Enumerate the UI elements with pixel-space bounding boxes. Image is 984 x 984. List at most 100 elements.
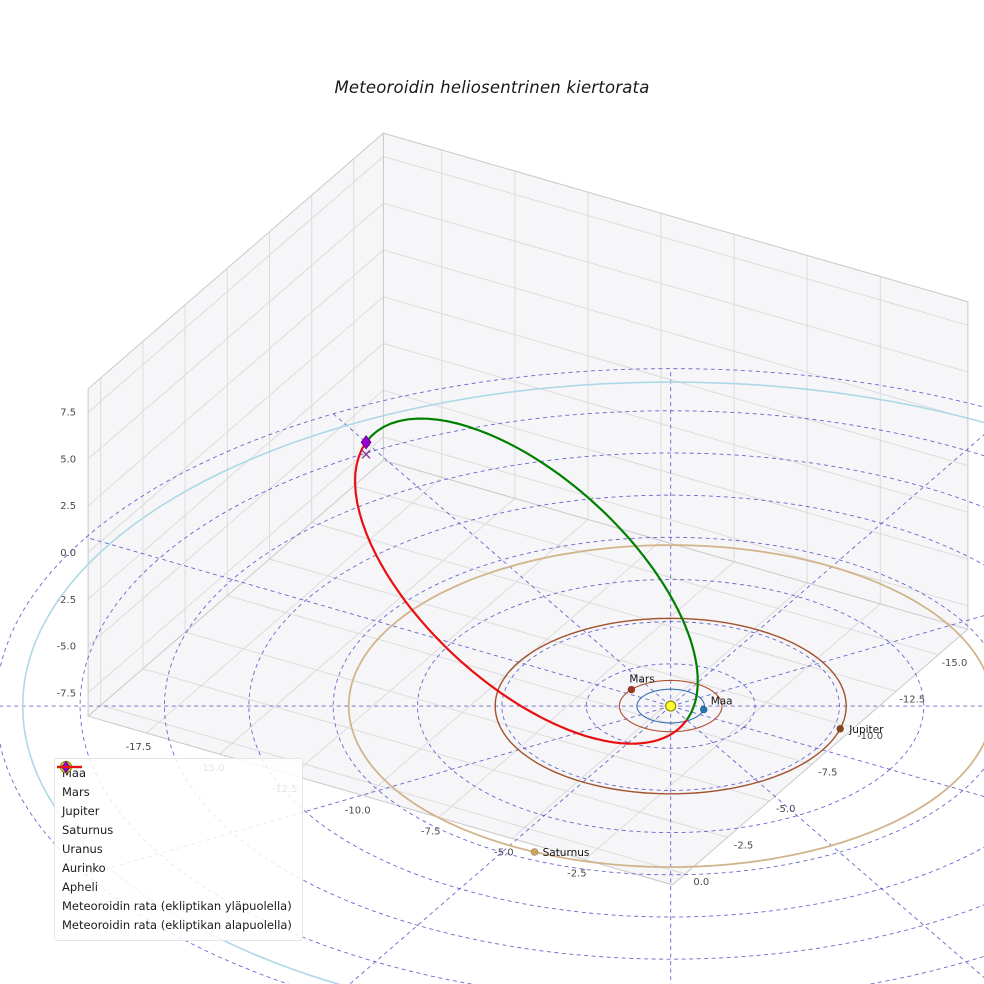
grid-line [269, 558, 855, 729]
grid-line [87, 343, 384, 600]
grid-line [87, 249, 384, 507]
z-tick-label: 2.5 [60, 501, 76, 512]
legend-item: Aurinko [59, 760, 292, 877]
grid-line [383, 156, 969, 326]
planet-label-maa: Maa [711, 696, 733, 708]
x-tick-label: -10.0 [345, 805, 371, 816]
legend-label: Apheli [62, 880, 98, 894]
grid-line [219, 498, 516, 755]
sun-marker [665, 700, 677, 712]
aphelion-group [360, 434, 372, 459]
meteoroid-orbit-above [365, 417, 699, 721]
grid-line [146, 476, 443, 734]
planet-orbit-saturnus [347, 544, 984, 869]
planet-marker-mars [627, 685, 636, 694]
planet-orbit-jupiter [494, 617, 847, 795]
legend-item: Jupiter [61, 762, 292, 820]
y-tick-label: -12.5 [899, 694, 925, 705]
planet-orbit-mars [618, 679, 723, 733]
legend-item: Maa [61, 762, 292, 782]
legend: Maa Mars Jupiter Saturnus Uranus Aurinko Aphel… [54, 758, 303, 941]
grid-line [184, 631, 770, 802]
grid-line [383, 249, 969, 420]
z-tick-label: 5.0 [60, 455, 76, 466]
z-tick-label: 7.5 [60, 408, 76, 419]
legend-label: Aurinko [62, 861, 106, 875]
grid-line [383, 202, 969, 373]
grid-line [584, 603, 881, 860]
legend-item: Apheli [60, 760, 292, 896]
y-tick-label: -7.5 [818, 767, 838, 778]
pane-grid-lines [87, 149, 969, 875]
planet-label-jupiter: Jupiter [848, 724, 884, 736]
z-tick-label: -5.0 [57, 642, 77, 653]
aphelion-diamond-marker [360, 434, 372, 450]
grid-line [383, 389, 969, 560]
legend-label: Meteoroidin rata (ekliptikan yläpuolella… [62, 899, 292, 913]
legend-item: Uranus [61, 762, 292, 858]
grid-line [383, 436, 969, 607]
planet-marker-saturnus [530, 848, 539, 856]
figure-title: Meteoroidin heliosentrinen kiertorata [334, 78, 650, 97]
grid-line [292, 519, 589, 776]
legend-label: Uranus [62, 842, 103, 856]
grid-line [353, 485, 939, 656]
planet-marker-maa [699, 705, 708, 714]
pane-floor [88, 460, 968, 885]
grid-line [227, 595, 812, 765]
grid-line [87, 202, 384, 460]
box-edges [87, 132, 969, 886]
axes-panes [88, 133, 968, 885]
grid-line [311, 522, 897, 692]
back-wall-edge [383, 132, 969, 630]
y-tick-label: -15.0 [941, 658, 967, 669]
y-tick-label: -5.0 [776, 804, 796, 815]
grid-line [383, 296, 969, 466]
tick-labels: -17.5 -15.0 -12.5 -10.0 -7.5 -5.0 -2.5 0.0 -2.5 -… [57, 408, 968, 888]
planet-orbits [21, 381, 984, 984]
body-markers: Maa Mars Jupiter Saturnus [530, 674, 884, 859]
planet-marker-jupiter [836, 724, 845, 733]
polar-grid-spoke [85, 705, 671, 876]
z-tick-label: -2.5 [57, 595, 77, 606]
legend-label: Mars [62, 785, 90, 799]
grid-line [438, 561, 735, 818]
grid-line [87, 156, 384, 413]
grid-line [100, 704, 686, 875]
polar-grid-spoke [670, 705, 984, 797]
legend-item: Meteoroidin rata (ekliptikan yläpuolella… [57, 765, 292, 915]
aphelion-x-marker [361, 449, 371, 459]
grid-line [365, 540, 662, 797]
x-tick-label: -17.5 [126, 742, 152, 753]
legend-item: Meteoroidin rata (ekliptikan alapuolella… [57, 765, 292, 934]
planet-label-mars: Mars [629, 674, 654, 686]
z-tick-label: 0.0 [60, 548, 76, 559]
z-tick-label: -7.5 [57, 688, 77, 699]
legend-item: Saturnus [61, 762, 292, 839]
polar-grid-spoke [670, 615, 984, 707]
planet-orbit-uranus [21, 381, 984, 984]
grid-line [87, 436, 384, 694]
planet-label-saturnus: Saturnus [543, 847, 590, 859]
y-tick-label: 0.0 [693, 877, 709, 888]
grid-line [87, 296, 384, 553]
x-tick-label: -7.5 [421, 826, 441, 837]
grid-line [87, 389, 384, 647]
x-tick-label: -2.5 [567, 869, 587, 880]
meteoroid-orbit-below [353, 441, 688, 745]
polar-grid-spoke [85, 536, 671, 707]
y-tick-label: -10.0 [857, 731, 883, 742]
grid-line [511, 582, 808, 839]
x-tick-label: -5.0 [494, 848, 514, 859]
legend-marker-line-icon [57, 765, 82, 769]
grid-line [383, 343, 969, 513]
y-tick-label: -2.5 [734, 840, 754, 851]
legend-item: Mars [61, 762, 292, 801]
legend-label: Meteoroidin rata (ekliptikan alapuolella… [62, 918, 292, 932]
legend-label: Saturnus [62, 823, 114, 837]
legend-label: Jupiter [62, 804, 100, 818]
ecliptic-polar-grid [0, 368, 984, 984]
planet-orbit-maa [636, 688, 705, 724]
